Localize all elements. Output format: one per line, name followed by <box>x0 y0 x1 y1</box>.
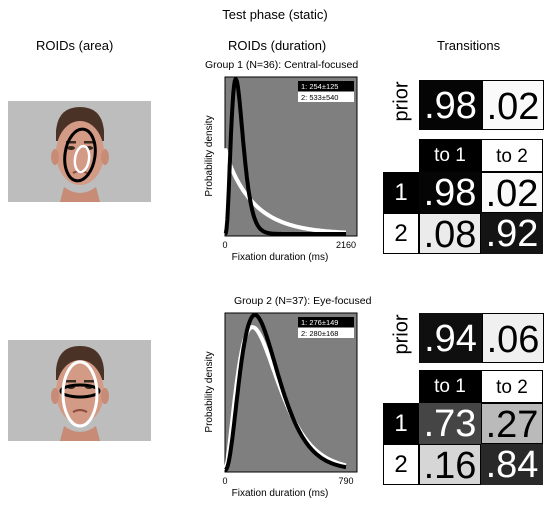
y-axis-label: Probability density <box>204 115 215 196</box>
face-skin <box>56 360 104 424</box>
row-label-1-text: 1 <box>394 179 408 206</box>
prior-cell-2: .06 <box>482 313 544 363</box>
left-eyebrow <box>66 141 76 144</box>
matrix-value-2-2: .92 <box>485 213 539 254</box>
left-ear <box>51 388 59 404</box>
matrix-value-1-2: .27 <box>485 404 539 444</box>
density-curve-roi-1 <box>223 313 348 472</box>
prior-cell-1: .94 <box>419 313 482 363</box>
legend-label-2: 2: 280±168 <box>301 329 338 338</box>
right-ear <box>101 388 109 404</box>
roi2-white-ellipse <box>61 360 99 428</box>
header-to-1: to 1 <box>419 370 481 403</box>
duration-chart-group2: 1: 276±149 2: 280±168 Probability density… <box>204 312 358 499</box>
plot-area <box>224 312 358 473</box>
x-tick-label-min: 0 <box>222 476 227 486</box>
x-axis-label: Fixation duration (ms) <box>232 252 329 263</box>
matrix-cell-2-1: .08 <box>419 213 481 254</box>
plot-area <box>224 76 358 237</box>
prior-value-2: .06 <box>486 319 540 361</box>
row-label-1-text: 1 <box>394 410 408 437</box>
matrix-cell-2-1: .16 <box>419 444 481 485</box>
matrix-cell-1-2: .02 <box>481 172 543 213</box>
legend-label-1: 1: 254±125 <box>301 82 338 91</box>
row-label-2: 2 <box>383 213 419 254</box>
column-header-transitions: Transitions <box>437 38 501 53</box>
prior-cell-2: .02 <box>482 80 544 130</box>
face-image-group2 <box>8 340 151 441</box>
left-eyebrow <box>66 380 76 383</box>
column-header-roids-duration: ROIDs (duration) <box>228 38 327 53</box>
row-label-2-text: 2 <box>394 220 408 247</box>
y-axis-label: Probability density <box>204 351 215 432</box>
prior-label: prior <box>390 81 413 122</box>
roi1-black-band <box>59 383 101 399</box>
matrix-value-2-1: .08 <box>423 214 477 254</box>
matrix-value-2-2: .84 <box>485 444 539 485</box>
right-ear <box>101 149 109 165</box>
header-to-2-label: to 2 <box>496 146 528 167</box>
legend-label-1: 1: 276±149 <box>301 318 338 327</box>
right-eyebrow <box>84 141 94 144</box>
row-label-2-text: 2 <box>394 451 408 478</box>
prior-value-2: .02 <box>486 86 540 128</box>
row-label-1: 1 <box>383 172 419 213</box>
x-axis-label: Fixation duration (ms) <box>232 488 329 499</box>
header-to-2-label: to 2 <box>496 377 528 398</box>
prior-table-group1: prior .98 .02 <box>390 74 547 130</box>
matrix-cell-2-2: .84 <box>481 444 543 485</box>
row-label-1: 1 <box>383 403 419 444</box>
header-to-1-label: to 1 <box>434 376 466 397</box>
group1-subtitle: Group 1 (N=36): Central-focused <box>205 59 359 71</box>
x-tick-label-max: 790 <box>338 476 353 486</box>
row-label-2: 2 <box>383 444 419 485</box>
figure-title: Test phase (static) <box>222 7 328 22</box>
prior-label: prior <box>390 314 413 355</box>
roi1-white-ellipse <box>73 144 91 174</box>
prior-table-group2: prior .94 .06 <box>390 307 547 363</box>
density-curve-roi-2 <box>223 148 348 235</box>
header-to-1: to 1 <box>419 139 481 172</box>
density-curve-roi-1 <box>223 77 348 236</box>
duration-chart-group1: 1: 254±125 2: 533±540 Probability density… <box>204 76 358 263</box>
matrix-value-2-1: .16 <box>423 445 477 485</box>
prior-cell-1: .98 <box>419 80 482 130</box>
mouth <box>72 409 88 413</box>
matrix-cell-1-1: .73 <box>419 403 481 444</box>
header-to-2: to 2 <box>481 370 543 403</box>
x-tick-label-min: 0 <box>222 240 227 250</box>
matrix-cell-2-2: .92 <box>481 213 543 254</box>
matrix-value-1-2: .02 <box>485 173 539 213</box>
neck <box>60 426 100 441</box>
right-eyebrow <box>84 380 94 383</box>
column-header-roids-area: ROIDs (area) <box>36 38 114 53</box>
header-to-2: to 2 <box>481 139 543 172</box>
header-to-1-label: to 1 <box>434 145 466 166</box>
neck <box>60 187 100 202</box>
matrix-cell-1-1: .98 <box>419 172 481 213</box>
legend-swatch-1 <box>298 317 354 327</box>
left-ear <box>51 149 59 165</box>
legend-swatch-1 <box>298 81 354 91</box>
x-tick-label-max: 2160 <box>336 240 356 250</box>
face-image-group1 <box>8 101 151 202</box>
legend-swatch-2 <box>298 328 354 338</box>
transition-matrix-group2: to 1 to 2 1 2 .73 .27 .16 .84 <box>383 370 547 485</box>
legend-label-2: 2: 533±540 <box>301 93 338 102</box>
group2-subtitle: Group 2 (N=37): Eye-focused <box>234 295 372 307</box>
roi2-black-ellipse <box>63 127 97 183</box>
matrix-value-1-1: .73 <box>423 403 477 444</box>
legend-swatch-2 <box>298 92 354 102</box>
transition-matrix-group1: to 1 to 2 1 2 .98 .02 .08 .92 <box>383 139 547 254</box>
prior-value-1: .98 <box>424 85 477 127</box>
prior-value-1: .94 <box>424 318 477 360</box>
matrix-value-1-1: .98 <box>423 172 477 213</box>
left-eye <box>67 146 75 150</box>
matrix-cell-1-2: .27 <box>481 403 543 444</box>
